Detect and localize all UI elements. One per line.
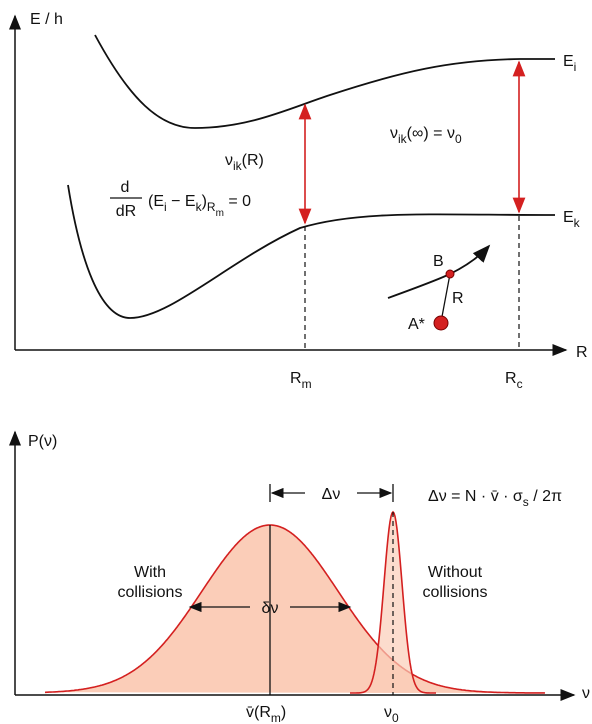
label-part: Δν = N · v̄ · σ xyxy=(428,488,523,505)
rc-label: Rc xyxy=(505,370,523,391)
formula: Δν = N · v̄ · σs / 2π xyxy=(428,488,562,509)
distance-line xyxy=(440,273,451,323)
free-center-label: ν0 xyxy=(384,704,399,724)
atom-a xyxy=(433,315,449,331)
condition: (Ei − Ek)Rm = 0 xyxy=(148,193,251,219)
label-part: (E xyxy=(148,193,164,210)
subscript: k xyxy=(574,216,581,230)
distance-label: R xyxy=(452,290,464,307)
fraction-numerator: d xyxy=(121,179,130,196)
subscript: m xyxy=(302,377,312,391)
label-part: R xyxy=(505,370,517,387)
label-part: E xyxy=(563,209,574,226)
subscript: R xyxy=(207,200,216,214)
atom-a-label: A* xyxy=(408,316,425,333)
atom-b xyxy=(445,269,455,279)
subscript: 0 xyxy=(392,711,399,724)
shift-label: Δν xyxy=(322,486,341,503)
lower-potential xyxy=(67,184,556,319)
transition-label: νik(∞) = ν0 xyxy=(390,125,462,146)
without-label: collisions xyxy=(423,584,488,601)
subscript: m xyxy=(216,208,224,219)
label-part: E xyxy=(563,53,574,70)
subscript: i xyxy=(164,200,167,214)
x-axis-label: R xyxy=(576,344,588,361)
upper-label: Ei xyxy=(563,53,576,74)
subscript: ik xyxy=(398,132,408,146)
label-part: − E xyxy=(167,193,196,210)
subscript: ik xyxy=(233,159,243,173)
y-axis-label: E / h xyxy=(30,11,63,28)
subscript: i xyxy=(574,60,577,74)
label-part: ) xyxy=(202,193,207,210)
shifted-center-label: v̄(Rm) xyxy=(246,704,286,724)
label-part: v̄(R xyxy=(246,704,271,721)
subscript: k xyxy=(196,200,203,214)
label-part: R xyxy=(290,370,302,387)
subscript: c xyxy=(517,377,523,391)
without-label: Without xyxy=(428,564,483,581)
fraction-denominator: dR xyxy=(116,203,136,220)
upper-potential xyxy=(94,34,555,129)
rm-label: Rm xyxy=(290,370,312,391)
width-label: δν xyxy=(262,600,279,617)
atom-b-label: B xyxy=(433,253,444,270)
subscript: 0 xyxy=(455,132,462,146)
label-part: ν xyxy=(384,704,392,721)
transition-label: νik(R) xyxy=(225,152,264,173)
label-part: ν xyxy=(390,125,398,142)
with-label: With xyxy=(134,564,166,581)
with-label: collisions xyxy=(118,584,183,601)
label-part: = 0 xyxy=(224,193,251,210)
label-part: / 2π xyxy=(529,488,562,505)
label-part: ) xyxy=(281,704,286,721)
y-axis-label: P(ν) xyxy=(28,433,57,450)
label-part: (R) xyxy=(242,152,264,169)
broadened-profile xyxy=(45,524,546,694)
subscript: s xyxy=(523,495,529,509)
subscript: m xyxy=(271,711,281,724)
lower-label: Ek xyxy=(563,209,581,230)
label-part: (∞) = ν xyxy=(407,125,455,142)
x-axis-label: ν xyxy=(582,685,590,702)
label-part: ν xyxy=(225,152,233,169)
